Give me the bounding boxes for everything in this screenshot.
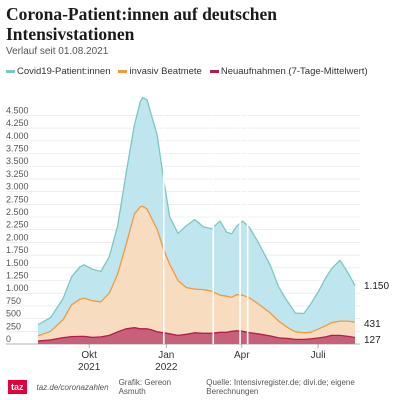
y-tick-label: 4.000 <box>6 131 29 141</box>
y-tick-label: 3.000 <box>6 182 29 192</box>
footer-graphic-credit: Grafik: Gereon Asmuth <box>118 378 172 396</box>
end-label-neu: 127 <box>364 335 381 346</box>
legend-item-invasiv: invasiv Beatmete <box>118 66 202 77</box>
y-tick-label: 1.750 <box>6 245 29 255</box>
chart-subtitle: Verlauf seit 01.08.2021 <box>6 46 109 57</box>
x-tick-year-label: 2021 <box>78 362 101 373</box>
y-tick-label: 3.500 <box>6 156 29 166</box>
y-tick-label: 750 <box>6 296 21 306</box>
y-tick-label: 4.500 <box>6 105 29 115</box>
legend-item-neu: Neuaufnahmen (7-Tage-Mittelwert) <box>209 66 368 77</box>
y-tick-label: 1.250 <box>6 271 29 281</box>
legend-swatch-invasiv <box>118 70 128 73</box>
y-tick-label: 1.500 <box>6 258 29 268</box>
footer-source: Quelle: Intensivregister.de; divi.de; ei… <box>206 378 355 396</box>
chart-legend: Covid19-Patient:innen invasiv Beatmete N… <box>6 66 368 77</box>
legend-label-invasiv: invasiv Beatmete <box>129 66 202 77</box>
y-tick-label: 1.000 <box>6 283 29 293</box>
y-tick-label: 2.750 <box>6 194 29 204</box>
x-tick-year-label: 2022 <box>155 362 178 373</box>
y-tick-label: 2.500 <box>6 207 29 217</box>
series-covid-line <box>37 96 356 326</box>
x-tick-label: Juli <box>311 350 326 361</box>
y-tick-label: 2.000 <box>6 232 29 242</box>
footer-site-link[interactable]: taz.de/coronazahlen <box>36 382 109 392</box>
x-tick-label: Okt <box>81 350 97 361</box>
y-tick-label: 0 <box>6 334 11 344</box>
taz-logo: taz <box>8 380 27 394</box>
legend-swatch-covid <box>6 70 15 73</box>
y-tick-label: 250 <box>6 321 21 331</box>
chart-title: Corona-Patient:innen auf deutschen Inten… <box>6 4 277 44</box>
y-tick-label: 3.750 <box>6 144 29 154</box>
series-neu-area <box>38 327 355 344</box>
y-tick-label: 3.250 <box>6 169 29 179</box>
y-tick-label: 4.250 <box>6 118 29 128</box>
x-tick-label: Apr <box>234 350 250 361</box>
series-neu-line <box>37 327 356 342</box>
series-invasiv-area <box>38 206 355 344</box>
end-label-invasiv: 431 <box>364 319 381 330</box>
series-invasiv-line <box>37 205 356 337</box>
legend-label-neu: Neuaufnahmen (7-Tage-Mittelwert) <box>220 66 368 77</box>
y-tick-label: 2.250 <box>6 220 29 230</box>
legend-swatch-neu <box>209 70 219 73</box>
end-label-covid: 1.150 <box>364 281 389 292</box>
chart-footer: taz taz.de/coronazahlen Grafik: Gereon A… <box>0 377 400 397</box>
legend-label-covid: Covid19-Patient:innen <box>17 66 111 77</box>
x-tick-label: Jan <box>158 350 174 361</box>
y-tick-label: 500 <box>6 309 21 319</box>
legend-item-covid: Covid19-Patient:innen <box>6 66 110 77</box>
